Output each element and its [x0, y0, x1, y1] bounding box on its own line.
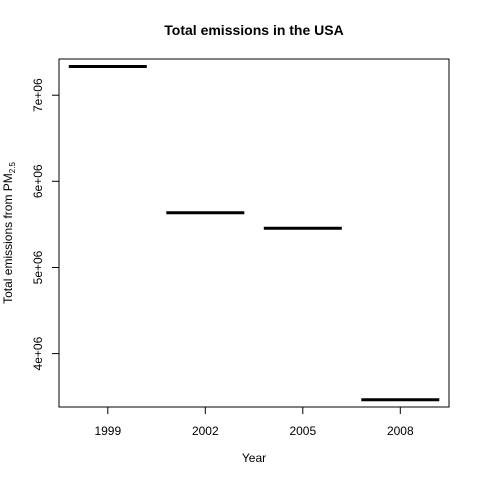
y-tick-label-7e+06: 7e+06 — [31, 78, 45, 112]
y-axis-label-subscript: 2.5 — [8, 162, 17, 174]
x-axis-label: Year — [242, 451, 266, 465]
x-axis-ticks: 1999 2002 2005 2008 — [94, 407, 414, 438]
x-tick-label-2008: 2008 — [387, 424, 414, 438]
y-tick-label-5e+06: 5e+06 — [31, 250, 45, 284]
plot-frame — [58, 58, 450, 408]
x-tick-label-2002: 2002 — [192, 424, 219, 438]
y-tick-label-4e+06: 4e+06 — [31, 336, 45, 370]
y-axis-label-main: Total emissions from PM — [1, 173, 15, 304]
x-tick-label-2005: 2005 — [289, 424, 316, 438]
y-axis-label: Total emissions from PM2.5 — [1, 162, 17, 304]
data-bars — [68, 65, 440, 402]
chart-title: Total emissions in the USA — [164, 22, 343, 38]
x-tick-label-1999: 1999 — [94, 424, 121, 438]
y-axis-ticks: 4e+06 5e+06 6e+06 7e+06 — [31, 78, 59, 370]
y-tick-label-6e+06: 6e+06 — [31, 164, 45, 198]
